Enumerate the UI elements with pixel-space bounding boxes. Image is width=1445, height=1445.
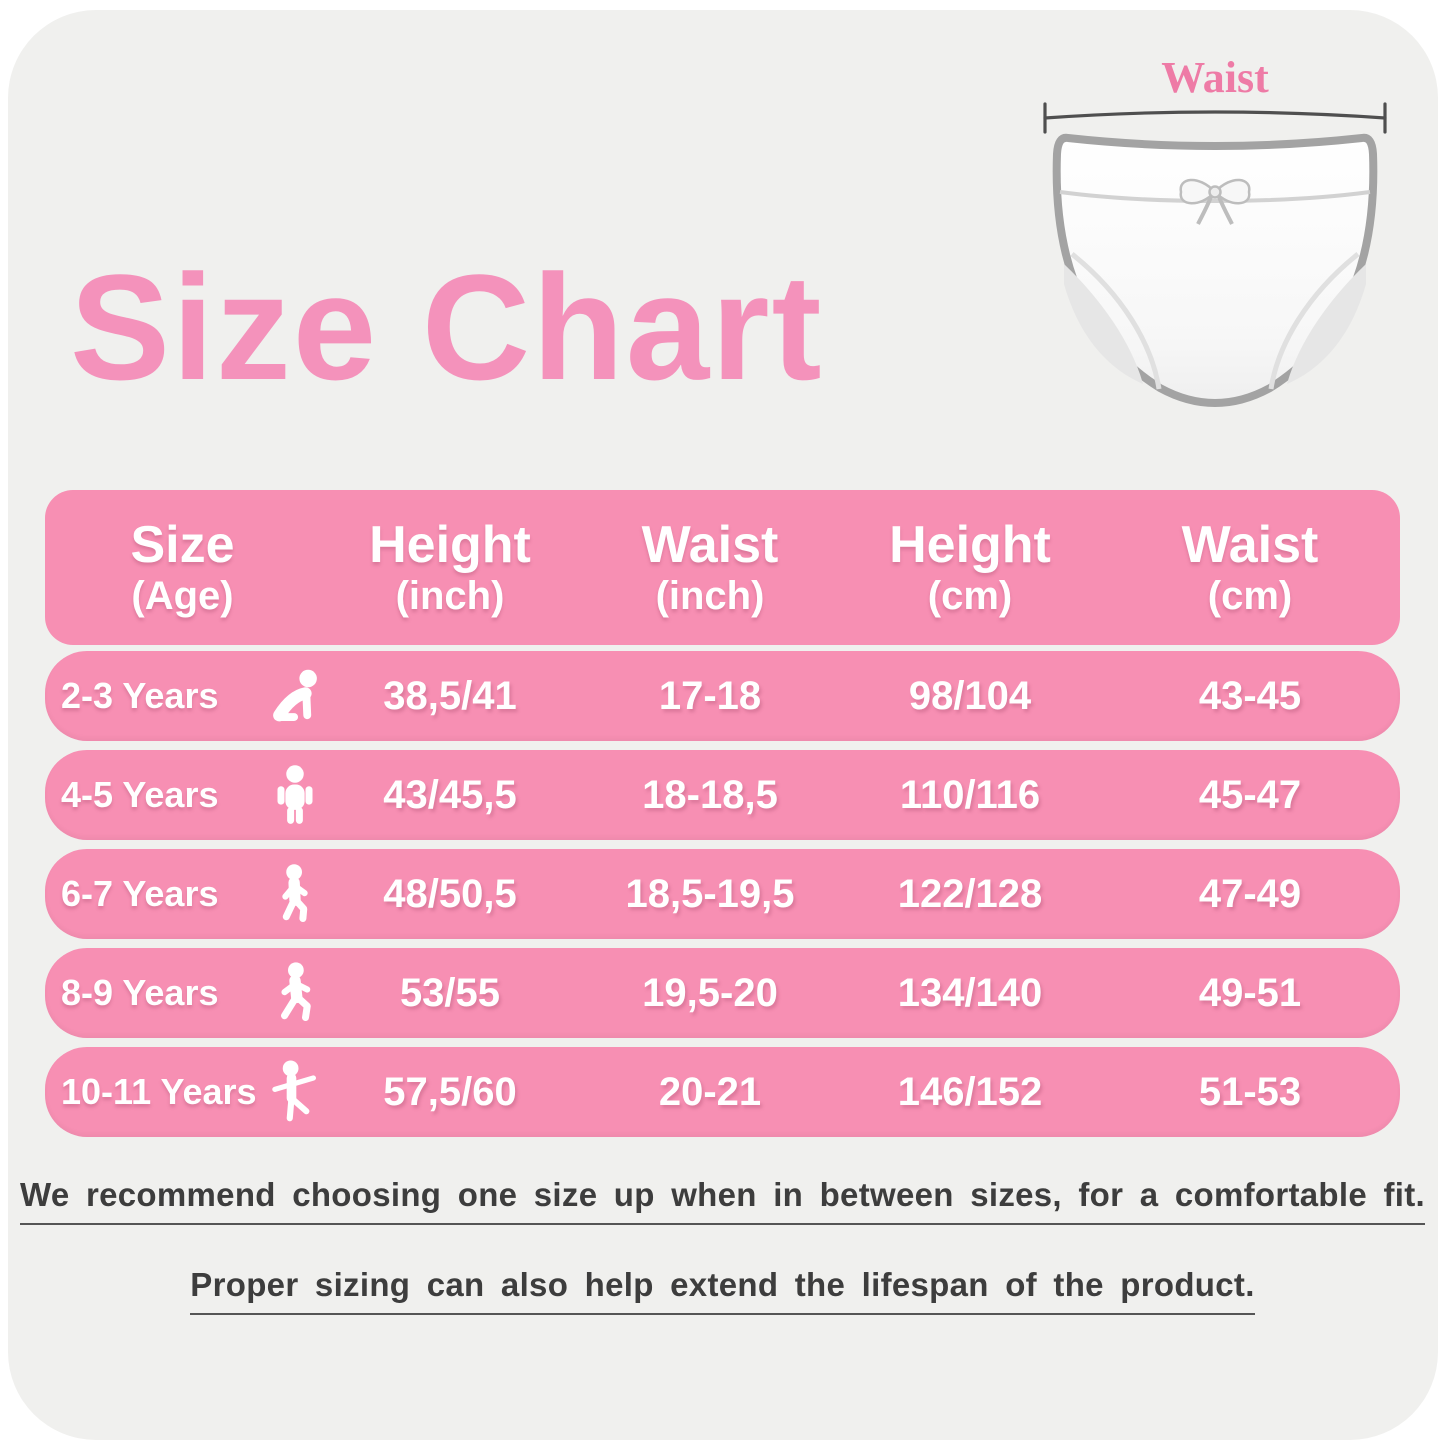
- leg-shading-right: [1287, 264, 1366, 384]
- waist-label: Waist: [1161, 53, 1269, 102]
- crawling-baby-icon: [273, 669, 317, 722]
- size-age-cell: 4-5 Years: [45, 762, 320, 828]
- column-header-waist-inch: Waist (inch): [641, 515, 779, 619]
- size-age-cell: 10-11 Years: [45, 1059, 320, 1125]
- size-age-cell: 2-3 Years: [45, 663, 320, 729]
- leg-shading-left: [1064, 264, 1143, 384]
- height-inch-value: 57,5/60: [383, 1069, 517, 1114]
- waist-cm-value: 49-51: [1198, 970, 1302, 1015]
- height-cm-value: 98/104: [908, 673, 1032, 718]
- height-inch-value: 53/55: [399, 970, 501, 1015]
- height-cm-value: 122/128: [897, 871, 1043, 916]
- waist-inch-value: 18,5-19,5: [625, 871, 795, 916]
- size-age-cell: 6-7 Years: [45, 861, 320, 927]
- waist-cm-value: 51-53: [1198, 1069, 1302, 1114]
- table-row: 2-3 Years 38,5/41 17-18 98/104 43-45: [45, 651, 1400, 741]
- walking-child-icon: [282, 864, 308, 922]
- striding-child-icon: [281, 962, 311, 1021]
- height-cm-value: 110/116: [899, 772, 1041, 817]
- table-row: 10-11 Years 57,5/60 20-21 146/152 51-53: [45, 1047, 1400, 1137]
- column-header-height-inch: Height (inch): [369, 515, 531, 619]
- page-title: Size Chart: [70, 243, 824, 411]
- waist-cm-value: 45-47: [1198, 772, 1302, 817]
- height-inch-value: 43/45,5: [383, 772, 517, 817]
- standing-toddler-icon: [277, 765, 313, 824]
- height-inch-value: 48/50,5: [383, 871, 517, 916]
- column-header-height-cm: Height (cm): [889, 515, 1051, 619]
- table-row: 8-9 Years 53/55 19,5-20 134/140 49-51: [45, 948, 1400, 1038]
- waist-cm-value: 43-45: [1198, 673, 1302, 718]
- underwear-illustration-icon: [1043, 102, 1387, 407]
- bow-icon: [1179, 178, 1251, 225]
- sizing-note-1-text: We recommend choosing one size up when i…: [20, 1176, 1425, 1225]
- table-row: 6-7 Years 48/50,5 18,5-19,5 122/128 47-4…: [45, 849, 1400, 939]
- sizing-note-2-text: Proper sizing can also help extend the l…: [190, 1266, 1255, 1315]
- height-cm-value: 146/152: [897, 1069, 1043, 1114]
- table-header-row: Size (Age) Height (inch) Waist (inch) He…: [45, 490, 1400, 645]
- column-header-waist-cm: Waist (cm): [1181, 515, 1319, 619]
- height-inch-value: 38,5/41: [383, 673, 517, 718]
- waist-inch-value: 17-18: [658, 673, 762, 718]
- waist-inch-value: 20-21: [658, 1069, 762, 1114]
- column-header-size: Size (Age): [130, 515, 235, 619]
- waist-inch-value: 18-18,5: [642, 772, 778, 817]
- sizing-note-2: Proper sizing can also help extend the l…: [0, 1266, 1445, 1315]
- waist-diagram: Waist: [1030, 52, 1400, 447]
- waist-inch-value: 19,5-20: [642, 970, 778, 1015]
- height-cm-value: 134/140: [897, 970, 1043, 1015]
- waistband-seam: [1059, 190, 1371, 203]
- waist-measure-bracket: [1043, 102, 1387, 134]
- table-body: 2-3 Years 38,5/41 17-18 98/104 43-45 4-5…: [45, 651, 1400, 1137]
- waist-cm-value: 47-49: [1198, 871, 1302, 916]
- table-row: 4-5 Years 43/45,5 18-18,5 110/116 45-47: [45, 750, 1400, 840]
- brief-outline: [1052, 133, 1378, 407]
- size-age-cell: 8-9 Years: [45, 960, 320, 1026]
- sizing-note-1: We recommend choosing one size up when i…: [0, 1176, 1445, 1225]
- balancing-child-icon: [272, 1060, 316, 1122]
